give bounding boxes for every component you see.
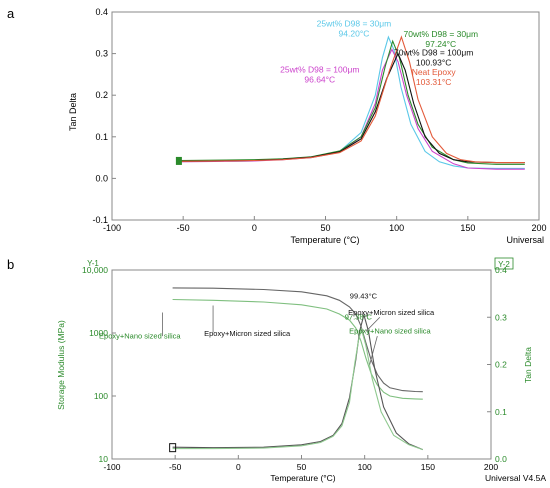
chart-b-start-marker [169, 443, 177, 453]
chart-a-xtick-label: 100 [389, 223, 404, 233]
chart-b-xtick-label: -50 [169, 462, 182, 472]
chart-a-xtick-label: 200 [531, 223, 546, 233]
chart-b-series [169, 287, 424, 453]
chart-a-annotation-value: 94.20°C [339, 29, 370, 39]
chart-a-annotation-value: 103.31°C [416, 77, 452, 87]
chart-b-ylabel-left: Storage Modulus (MPa) [56, 320, 66, 410]
chart-b-ytick-right-label: 0.0 [495, 454, 507, 464]
chart-a-frame [111, 11, 540, 221]
chart-a-ytick-label: 0.2 [95, 90, 108, 100]
chart-a-series [175, 35, 525, 170]
chart-a-corner-label: Universal [506, 235, 544, 245]
chart-a-xtick-label: 50 [320, 223, 330, 233]
chart-b: Y-1 Y-2 Storage Modulus (MPa) Tan Delta … [56, 257, 546, 483]
chart-a-annotation-value: 100.93°C [416, 58, 452, 68]
chart-a-annotation-value: 97.24°C [425, 39, 456, 49]
chart-b-xtick-label: 0 [236, 462, 241, 472]
chart-b-frame [111, 269, 492, 460]
chart-b-ytick-left-label: 1000 [89, 328, 108, 338]
chart-a-xtick-label: -50 [177, 223, 190, 233]
chart-b-corner-label: Universal V4.5A [485, 473, 546, 483]
chart-a-annotation: 70wt% D98 = 100μm [394, 48, 473, 58]
chart-a: Tan Delta Temperature (°C) Universal -10… [68, 7, 547, 245]
chart-b-annotation: 97.38°C [345, 313, 373, 322]
chart-a-ytick-label: 0.3 [95, 49, 108, 59]
chart-a-xtick-label: -100 [103, 223, 121, 233]
chart-a-annotation: 25wt% D98 = 30μm [317, 19, 392, 29]
chart-b-ylabel-right: Tan Delta [523, 347, 533, 383]
chart-b-y1-tag: Y-1 [87, 259, 99, 268]
chart-b-xtick-label: -100 [103, 462, 120, 472]
chart-b-series-line [172, 326, 423, 451]
chart-a-xtick-label: 150 [460, 223, 475, 233]
chart-b-ytick-right-label: 0.1 [495, 407, 507, 417]
chart-b-annotation: Epoxy+Nano sized silica [349, 326, 431, 335]
chart-a-ytick-label: -0.1 [92, 215, 108, 225]
chart-b-xtick-label: 150 [421, 462, 435, 472]
panel-label-b: b [7, 257, 15, 272]
chart-b-y2-tag: Y-2 [498, 260, 510, 269]
chart-b-xlabel: Temperature (°C) [270, 473, 335, 483]
chart-b-annotation: Epoxy+Micron sized silica [204, 329, 291, 338]
panel-label-a: a [7, 6, 15, 21]
chart-b-ytick-right-label: 0.4 [495, 265, 507, 275]
chart-a-ytick-label: 0.4 [95, 7, 108, 17]
chart-b-ytick-left-label: 100 [94, 391, 108, 401]
chart-a-xlabel: Temperature (°C) [290, 235, 359, 245]
chart-b-annotation: 99.43°C [350, 291, 378, 300]
chart-a-xtick-label: 0 [252, 223, 257, 233]
chart-b-ytick-left-label: 10 [99, 454, 109, 464]
chart-a-axes: -100 -50 0 50 100 150 200 -0.1 0.0 0.1 0.2 0.3 0.4 [92, 7, 546, 233]
chart-b-ytick-right-label: 0.3 [495, 312, 507, 322]
chart-b-series-line [172, 298, 423, 400]
chart-a-start-marker [175, 156, 182, 165]
chart-b-series-line [172, 287, 423, 393]
chart-a-annotation: Neat Epoxy [412, 67, 457, 77]
chart-b-annotation: Epoxy+Micron sized silica [348, 308, 435, 317]
chart-b-annotation: Epoxy+Nano sized silica [99, 332, 181, 341]
chart-a-ylabel: Tan Delta [68, 93, 78, 131]
chart-a-ytick-label: 0.0 [95, 173, 108, 183]
chart-a-annotation-value: 96.64°C [304, 74, 335, 84]
chart-b-annotation-pointer [365, 316, 381, 332]
chart-b-xtick-label: 50 [297, 462, 307, 472]
chart-a-annotation: 25wt% D98 = 100μm [280, 64, 359, 74]
chart-a-annotation: 70wt% D98 = 30μm [403, 29, 478, 39]
chart-a-series-line [178, 35, 525, 164]
chart-b-xtick-label: 100 [358, 462, 372, 472]
chart-a-ytick-label: 0.1 [95, 132, 108, 142]
chart-b-axes: -100 -50 0 50 100 150 200 10 100 1000 10,000 0.0 0.1… [82, 265, 507, 472]
chart-b-ytick-right-label: 0.2 [495, 360, 507, 370]
chart-b-annotation-pointer [369, 336, 378, 365]
chart-b-y2-tag-box [494, 257, 514, 270]
chart-b-ytick-left-label: 10,000 [82, 265, 108, 275]
chart-b-xtick-label: 200 [484, 462, 498, 472]
